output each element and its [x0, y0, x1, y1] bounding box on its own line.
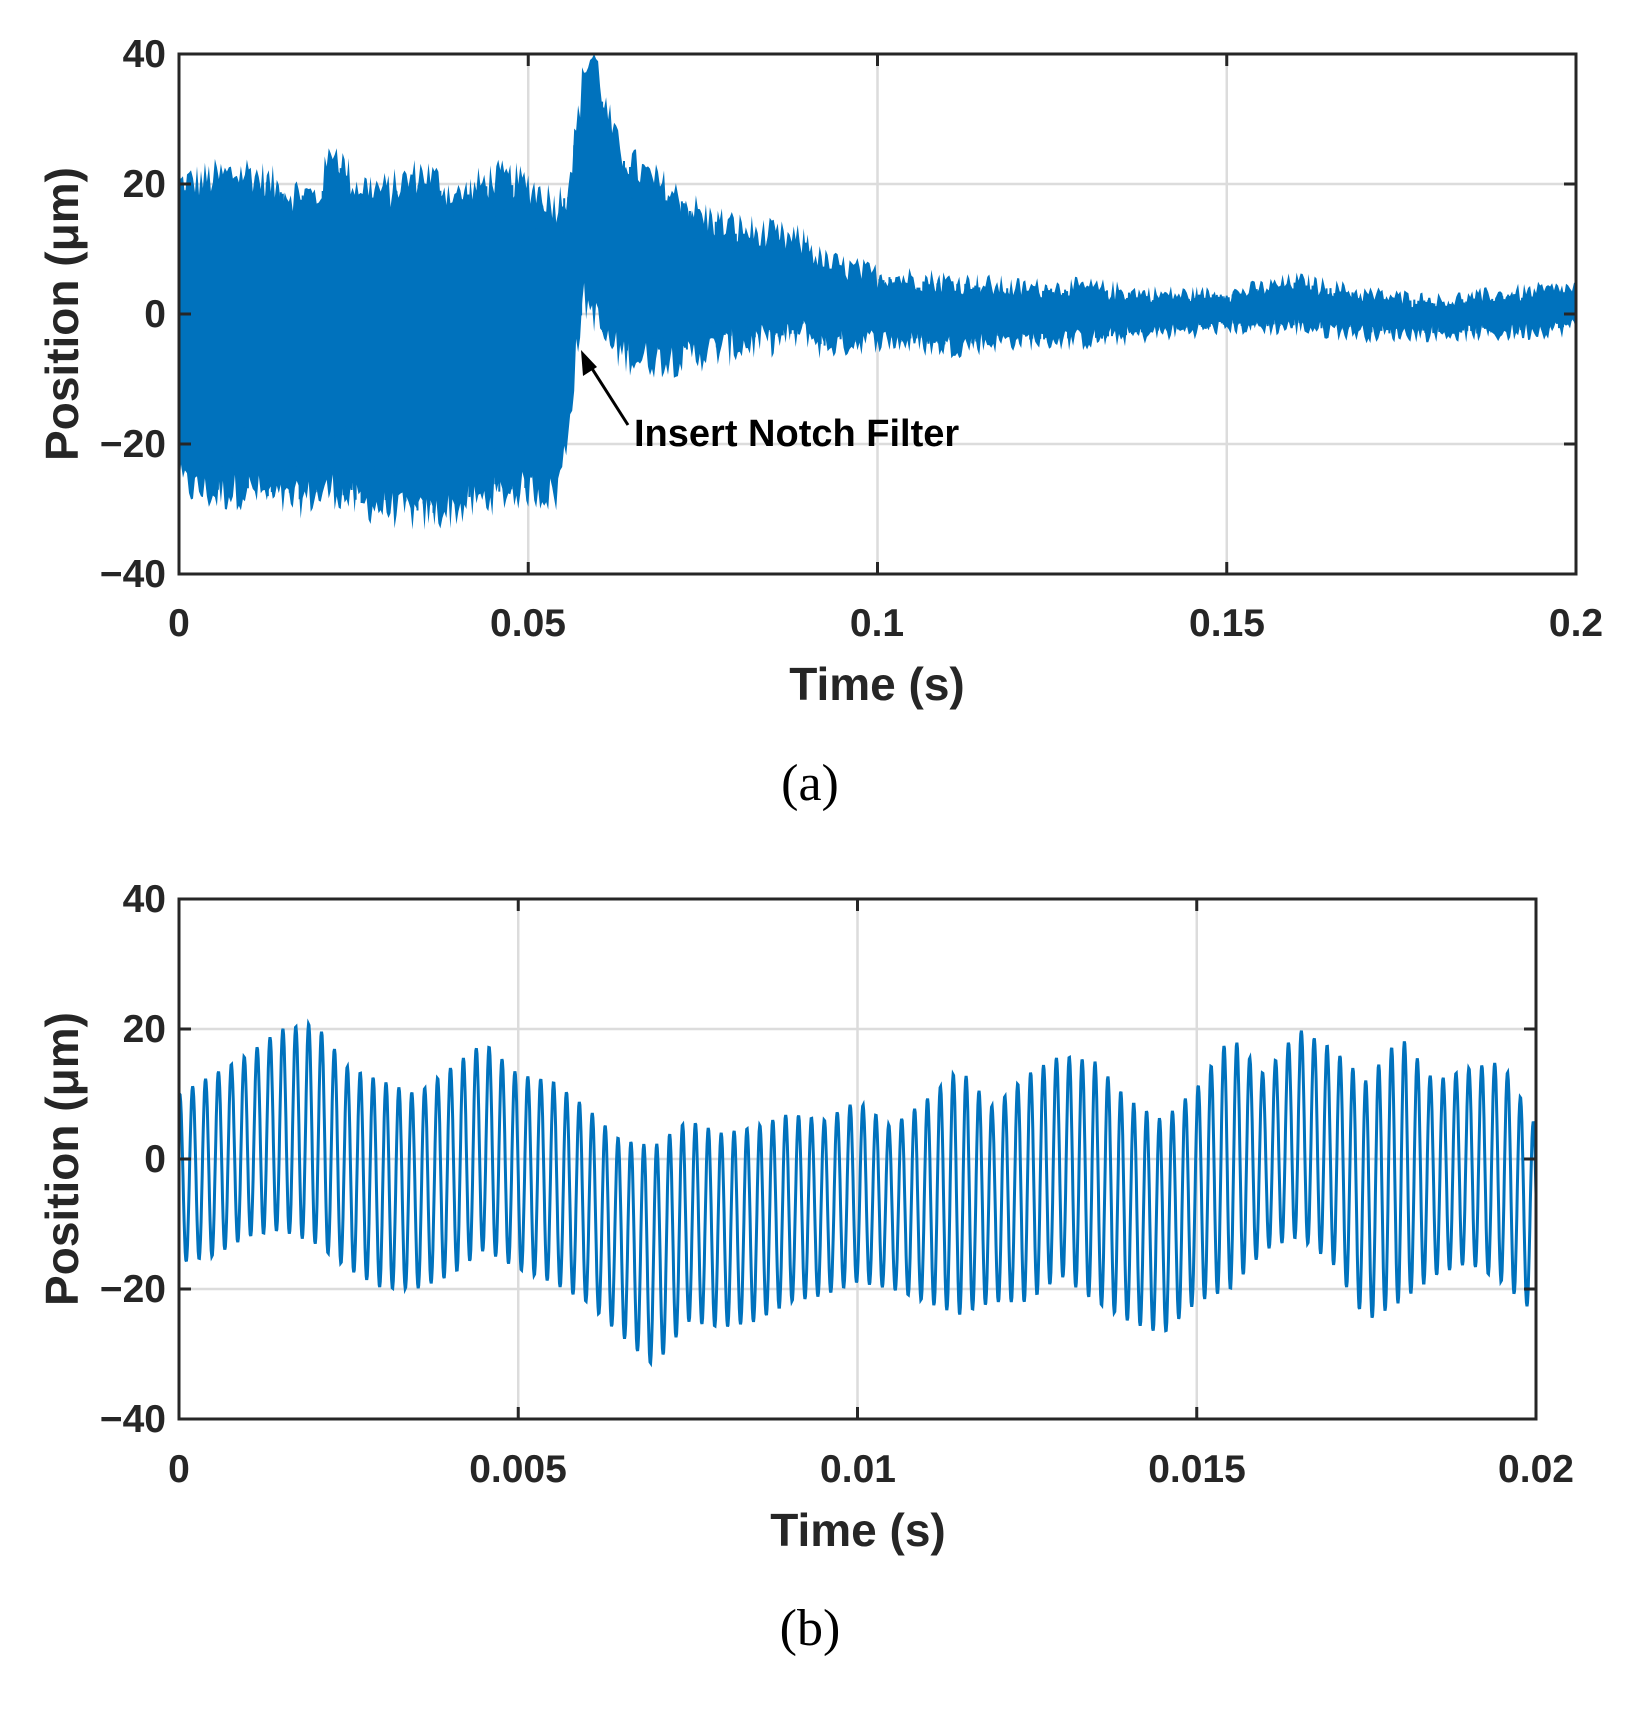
panel-a-series-trace [178, 64, 1577, 513]
panel-a-ytick-3: 20 [123, 163, 166, 206]
panel-a-xtick-0: 0 [168, 602, 190, 645]
panel-b-xtick-2: 0.01 [820, 1448, 896, 1491]
panel-b-ytick-0: −40 [100, 1398, 166, 1441]
panel-b-xlabel: Time (s) [770, 1504, 946, 1556]
panel-b-ytick-4: 40 [123, 878, 166, 921]
panel-a-xtick-3: 0.15 [1189, 602, 1265, 645]
panel-a-caption: (a) [781, 755, 839, 812]
panel-a-ytick-0: −40 [100, 553, 166, 596]
panel-a-xtick-2: 0.1 [850, 602, 904, 645]
panel-a-xtick-1: 0.05 [490, 602, 566, 645]
panel-b-series-trace [177, 1018, 1538, 1368]
panel-b-ytick-2: 0 [144, 1138, 166, 1181]
panel-a-ticks [177, 52, 1578, 576]
panel-b-ylabel: Position (μm) [36, 1012, 88, 1306]
panel-a: 0 0.05 0.1 0.15 0.2 −40 −20 0 20 40 Time… [36, 33, 1603, 812]
panel-a-ytick-2: 0 [144, 293, 166, 336]
panel-b-ytick-3: 20 [123, 1008, 166, 1051]
panel-b-ticks [177, 897, 1538, 1421]
panel-b-xtick-4: 0.02 [1498, 1448, 1574, 1491]
panel-b-xtick-0: 0 [168, 1448, 190, 1491]
panel-b: 0 0.005 0.01 0.015 0.02 −40 −20 0 20 40 … [36, 878, 1574, 1657]
panel-a-ytick-1: −20 [100, 423, 166, 466]
panel-b-xtick-1: 0.005 [469, 1448, 567, 1491]
panel-a-ylabel: Position (μm) [36, 167, 88, 461]
panel-b-xtick-3: 0.015 [1148, 1448, 1246, 1491]
panel-a-xlabel: Time (s) [789, 658, 965, 710]
panel-a-annotation-text: Insert Notch Filter [634, 413, 959, 455]
panel-b-caption: (b) [780, 1600, 841, 1657]
panel-a-ytick-4: 40 [123, 33, 166, 76]
panel-b-ytick-1: −20 [100, 1268, 166, 1311]
panel-a-annotation-arrowhead [581, 350, 597, 376]
panel-a-xtick-4: 0.2 [1549, 602, 1603, 645]
